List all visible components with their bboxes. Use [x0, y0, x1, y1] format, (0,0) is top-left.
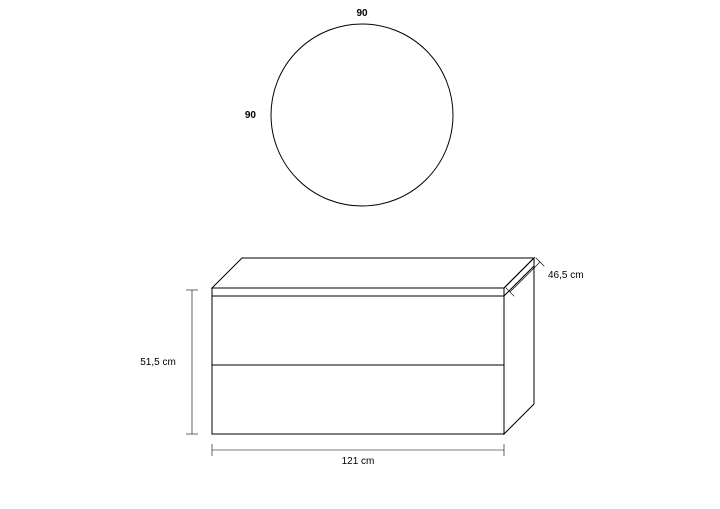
cabinet-front [212, 288, 504, 434]
cabinet-side [504, 258, 534, 434]
dim-height-label: 51,5 cm [140, 357, 176, 368]
cabinet-countertop-edge-side [504, 266, 534, 296]
mirror-circle [271, 24, 453, 206]
dim-width-label: 121 cm [342, 456, 375, 467]
dim-depth-label: 46,5 cm [548, 270, 584, 281]
mirror-dim-top: 90 [356, 8, 368, 19]
mirror-dim-left: 90 [245, 110, 257, 121]
cabinet-top [212, 258, 534, 288]
